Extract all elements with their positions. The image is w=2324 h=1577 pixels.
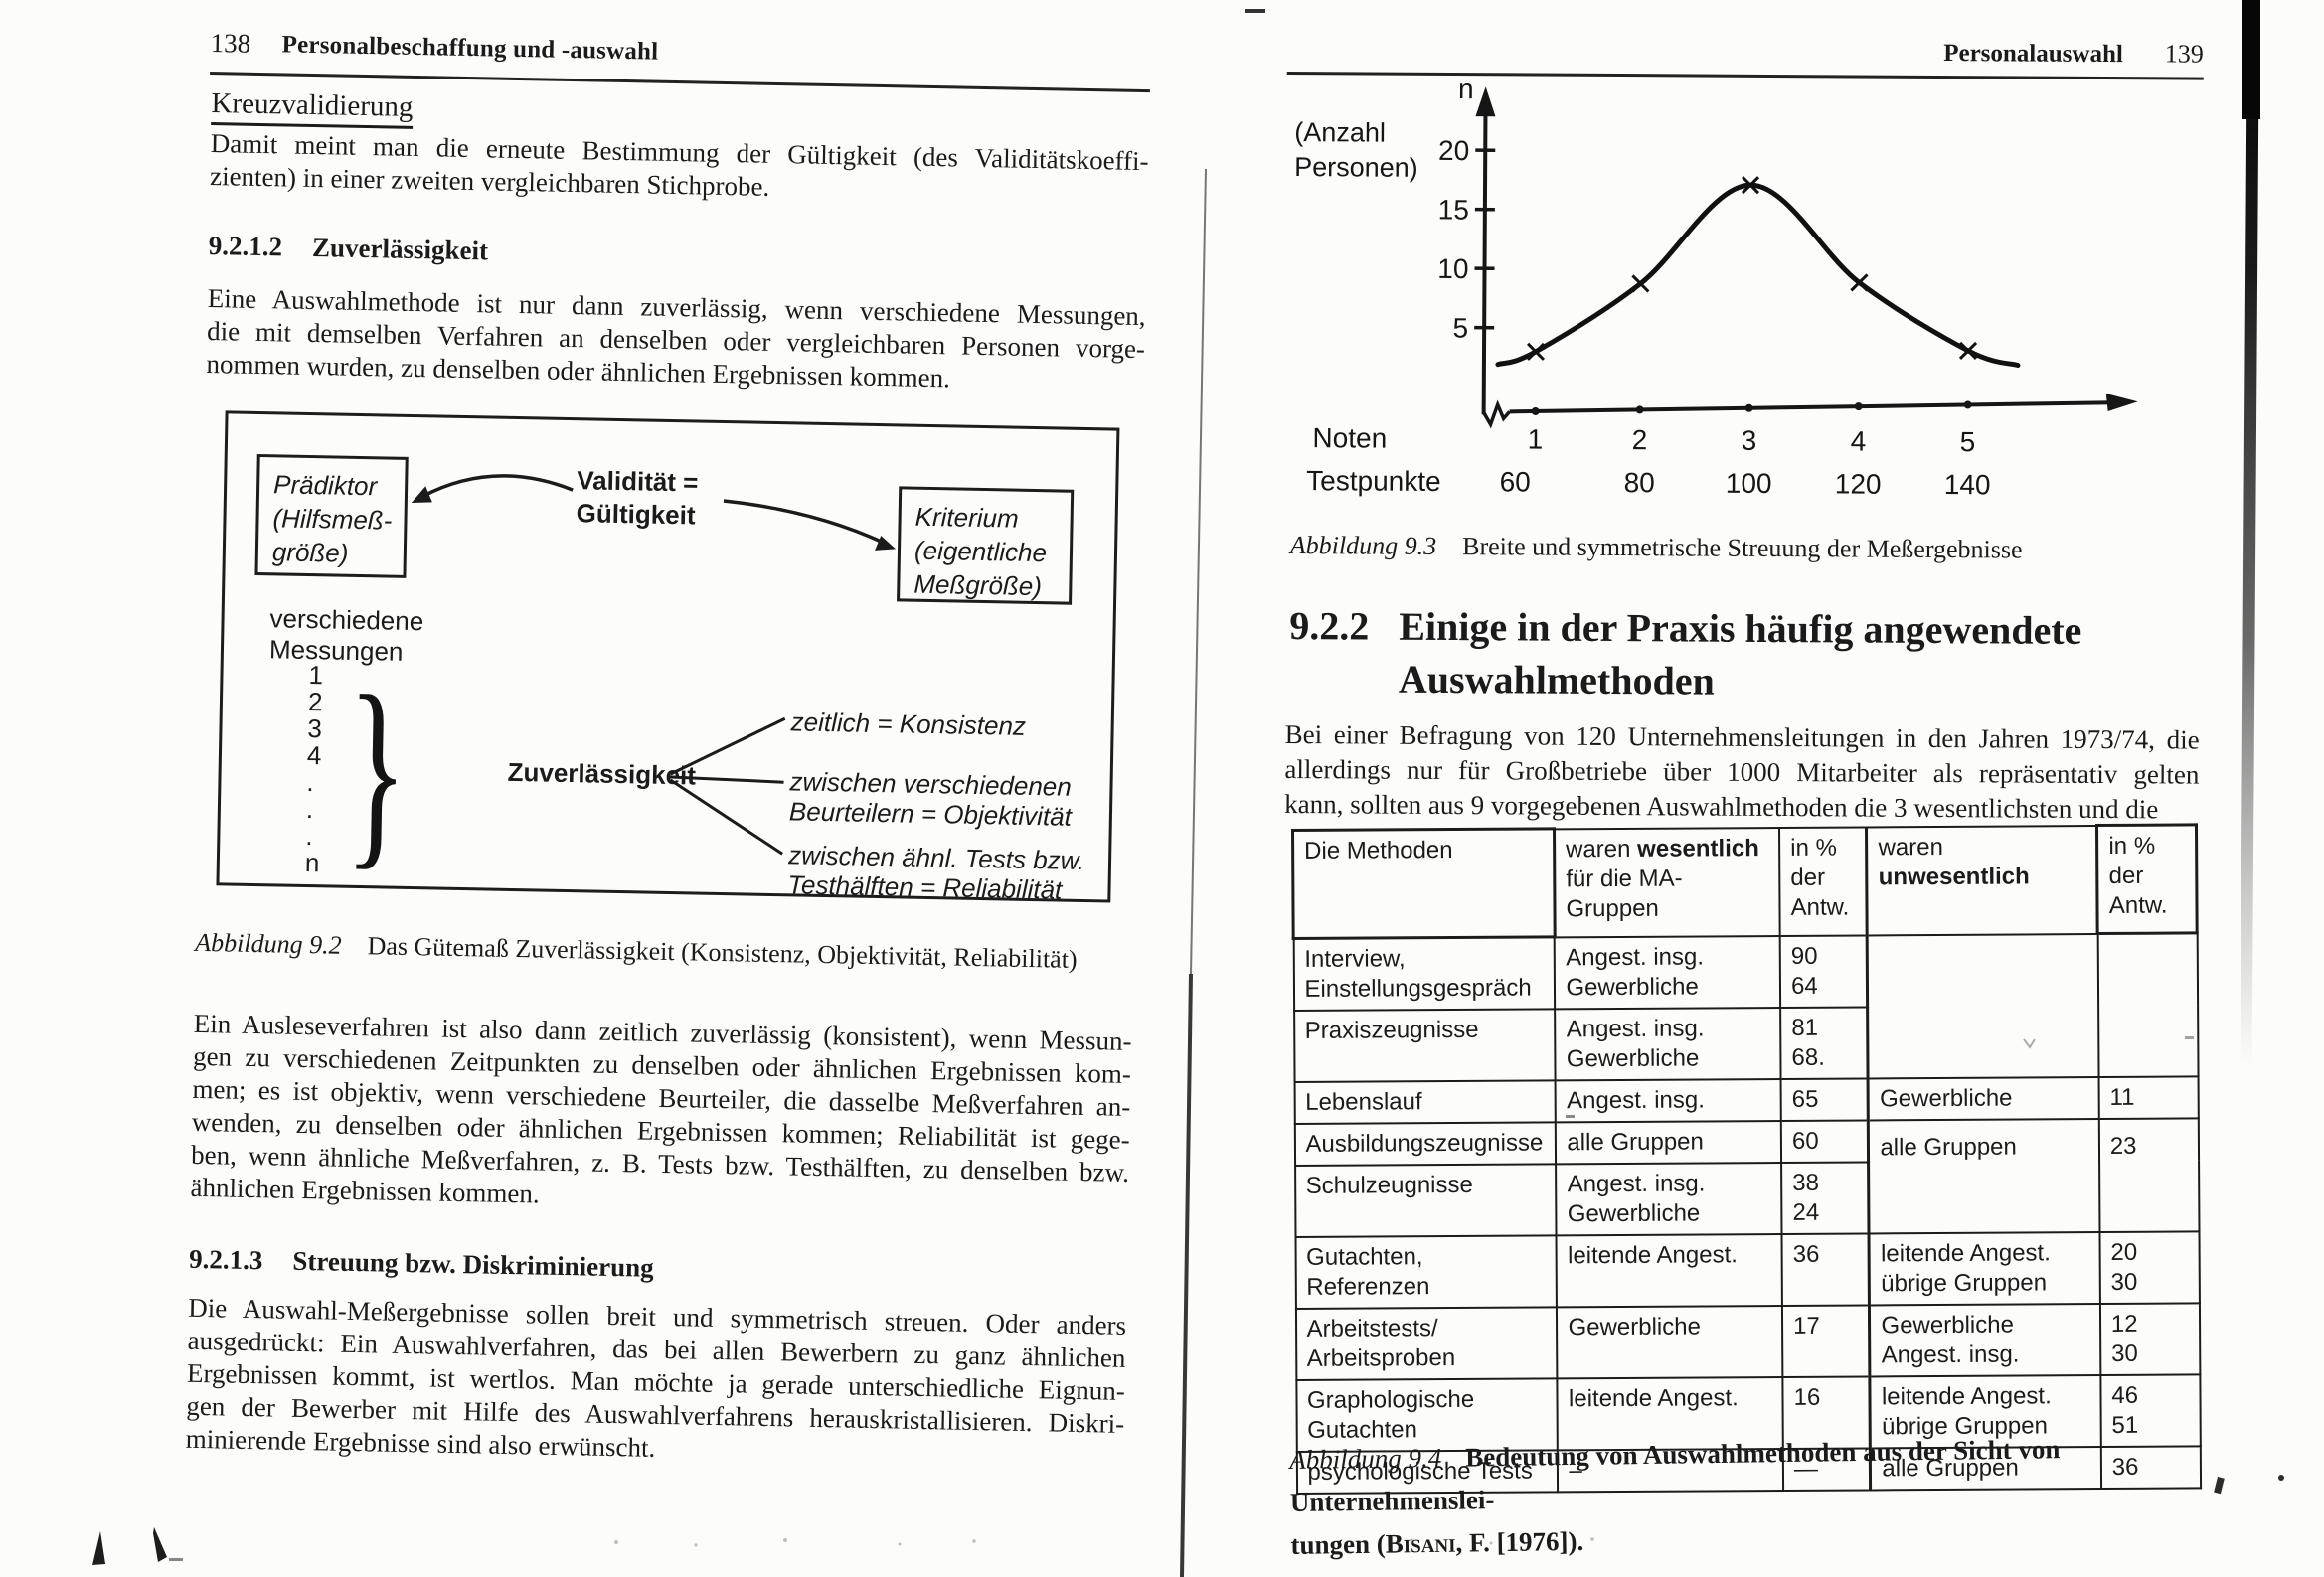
x-axis-row1-label: Noten — [1312, 422, 1387, 453]
axis-break-icon — [1482, 399, 1511, 429]
svg-text:3: 3 — [1742, 425, 1757, 456]
paragraph-streuung: Die Auswahl-Meßergebnisse sollen breit u… — [185, 1292, 1127, 1463]
x-axis — [1509, 400, 2122, 414]
arrowhead-left-icon — [411, 486, 432, 503]
table-row: Gutachten, Referenzen leitende Angest. 3… — [1295, 1231, 2200, 1309]
ink-mark — [2214, 1477, 2225, 1495]
paragraph-kreuzvalidierung: Damit meint man die erneute Bestimmung d… — [209, 128, 1149, 202]
top-dash-mark — [1245, 9, 1265, 13]
paragraph-befragung: Bei einer Befragung von 120 Unternehmens… — [1284, 718, 2200, 825]
table-row: Arbeitstests/ Arbeitsproben Gewerbliche … — [1295, 1303, 2200, 1380]
col-waren-wesentlich: waren wesentlich für die MA-Gruppen — [1554, 827, 1780, 937]
caption-text: Breite und symmetrische Streuung der Meß… — [1462, 532, 2023, 564]
caption-label: Abbildung 9.2 — [195, 927, 342, 960]
heading-9-2-2-number: 9.2.2 — [1289, 603, 1370, 649]
y-axis-label-line2: Personen) — [1294, 152, 1418, 183]
right-running-head: Personalauswahl — [1943, 40, 2123, 69]
caption-text: Das Gütemaß Zuverlässigkeit (Konsistenz,… — [367, 931, 1078, 974]
caption-figure-9-2: Abbildung 9.2 Das Gütemaß Zuverlässigkeit… — [195, 928, 1133, 976]
table-row: Lebenslauf Angest. insg. 65 Gewerbliche … — [1294, 1076, 2199, 1124]
heading-9-2-1-2: 9.2.1.2 Zuverlässigkeit — [208, 231, 489, 266]
page-edge-dark — [2242, 0, 2260, 119]
caption-label: Abbildung 9.3 — [1289, 531, 1437, 560]
col-in-prozent-unwesentlich: in % der Antw. — [2096, 824, 2198, 934]
y-axis-label-line1: (Anzahl — [1294, 117, 1386, 148]
col-waren-unwesentlich: waren unwesentlich — [1866, 825, 2098, 935]
heading-number: 9.2.1.3 — [188, 1243, 263, 1276]
figure-9-2-diagram: Prädiktor (Hilfsmeß- größe) Validität = … — [216, 410, 1120, 905]
caption-line2: tungen (Bisani, F. [1976]). — [1290, 1525, 1584, 1560]
svg-text:4: 4 — [1851, 425, 1867, 456]
caption-label: Abbildung 9.4 — [1289, 1442, 1442, 1475]
svg-text:5: 5 — [1452, 313, 1468, 344]
right-page-top: Personalauswahl 139 n (Anzahl Personen) N… — [1284, 28, 2207, 824]
zuverlaessigkeit-label: Zuverlässigkeit — [507, 756, 697, 791]
svg-text:20: 20 — [1438, 135, 1469, 166]
heading-kreuzvalidierung: Kreuzvalidierung — [211, 87, 414, 129]
caption-figure-9-4: Abbildung 9.4 Bedeutung von Auswahlmethod… — [1289, 1426, 2206, 1567]
author-name: Bisani — [1385, 1527, 1456, 1559]
heading-9-2-1-3: 9.2.1.3 Streuung bzw. Diskriminierung — [189, 1244, 654, 1284]
svg-text:2: 2 — [1632, 424, 1648, 455]
paragraph-zuverlaessigkeit: Eine Auswahlmethode ist nur dann zuverlä… — [206, 282, 1146, 394]
svg-text:140: 140 — [1944, 469, 1991, 500]
auswahlmethoden-table: Die Methoden waren wesentlich für die MA-… — [1291, 823, 2202, 1495]
table-row: Interview, Einstellungsgespräch Angest. … — [1293, 932, 2199, 1079]
chart-data-layer: 20 15 10 5 1 60 2 80 3 100 4 120 5 140 — [1437, 135, 2021, 500]
table-row: Ausbildungszeugnisse alle Gruppen 60 all… — [1294, 1118, 2199, 1234]
right-header: Personalauswahl 139 — [1287, 34, 2204, 70]
svg-text:15: 15 — [1438, 194, 1469, 225]
svg-text:5: 5 — [1960, 426, 1976, 457]
figure-9-2-arrows — [411, 474, 897, 856]
y-axis-symbol: n — [1458, 76, 1474, 104]
heading-number: 9.2.1.2 — [208, 231, 283, 262]
gutter-line-lower — [1180, 973, 1193, 1577]
left-running-head: Personalbeschaffung und -auswahl — [281, 31, 659, 66]
ink-mark — [92, 1531, 105, 1565]
col-die-methoden: Die Methoden — [1292, 828, 1556, 939]
branch-konsistenz: zeitlich = Konsistenz — [790, 707, 1027, 741]
heading-title: Streuung bzw. Diskriminierung — [292, 1245, 654, 1283]
heading-9-2-2-line2: Auswahlmethoden — [1398, 656, 1715, 704]
branch-objektivitaet: zwischen verschiedenen Beurteilern = Obj… — [788, 766, 1073, 832]
x-axis-row2-label: Testpunkte — [1306, 465, 1441, 497]
left-page-number: 138 — [210, 28, 251, 59]
x-axis-arrow-icon — [2105, 394, 2138, 412]
page-right: Personalauswahl 139 n (Anzahl Personen) N… — [1284, 28, 2207, 1560]
svg-text:100: 100 — [1726, 468, 1772, 499]
svg-text:60: 60 — [1500, 466, 1531, 497]
ink-mark — [153, 1527, 167, 1562]
figure-9-3-chart: n (Anzahl Personen) Noten Testpunkte 20 1… — [1294, 76, 2138, 500]
paragraph-ausleseverfahren: Ein Ausleseverfahren ist also dann zeitl… — [190, 1008, 1132, 1209]
table-header-row: Die Methoden waren wesentlich für die MA-… — [1292, 824, 2198, 939]
arrowhead-right-icon — [875, 536, 897, 551]
ink-mark — [2278, 1475, 2284, 1481]
caption-figure-9-3: Abbildung 9.3 Breite und symmetrische Str… — [1290, 531, 2203, 566]
page-edge-shadow — [2240, 0, 2259, 1069]
svg-text:120: 120 — [1835, 468, 1882, 499]
heading-9-2-2-line1: Einige in der Praxis häufig angewendete — [1399, 603, 2082, 653]
svg-text:80: 80 — [1624, 467, 1655, 498]
ink-mark — [169, 1558, 183, 1561]
y-axis-arrow-icon — [1475, 86, 1496, 117]
branch-reliabilitaet: zwischen ähnl. Tests bzw. Testhälften = … — [787, 840, 1085, 905]
gutter-line — [1190, 168, 1207, 975]
heading-title: Zuverlässigkeit — [311, 233, 489, 266]
col-in-prozent-wesentlich: in % der Antw. — [1779, 826, 1868, 936]
brace-glyph: } — [344, 652, 410, 888]
page-left: 138 Personalbeschaffung und -auswahl Kre… — [181, 28, 1152, 1576]
svg-text:1: 1 — [1528, 423, 1544, 454]
y-axis — [1481, 100, 1488, 415]
svg-text:10: 10 — [1437, 253, 1468, 284]
right-page-number: 139 — [2164, 39, 2204, 69]
